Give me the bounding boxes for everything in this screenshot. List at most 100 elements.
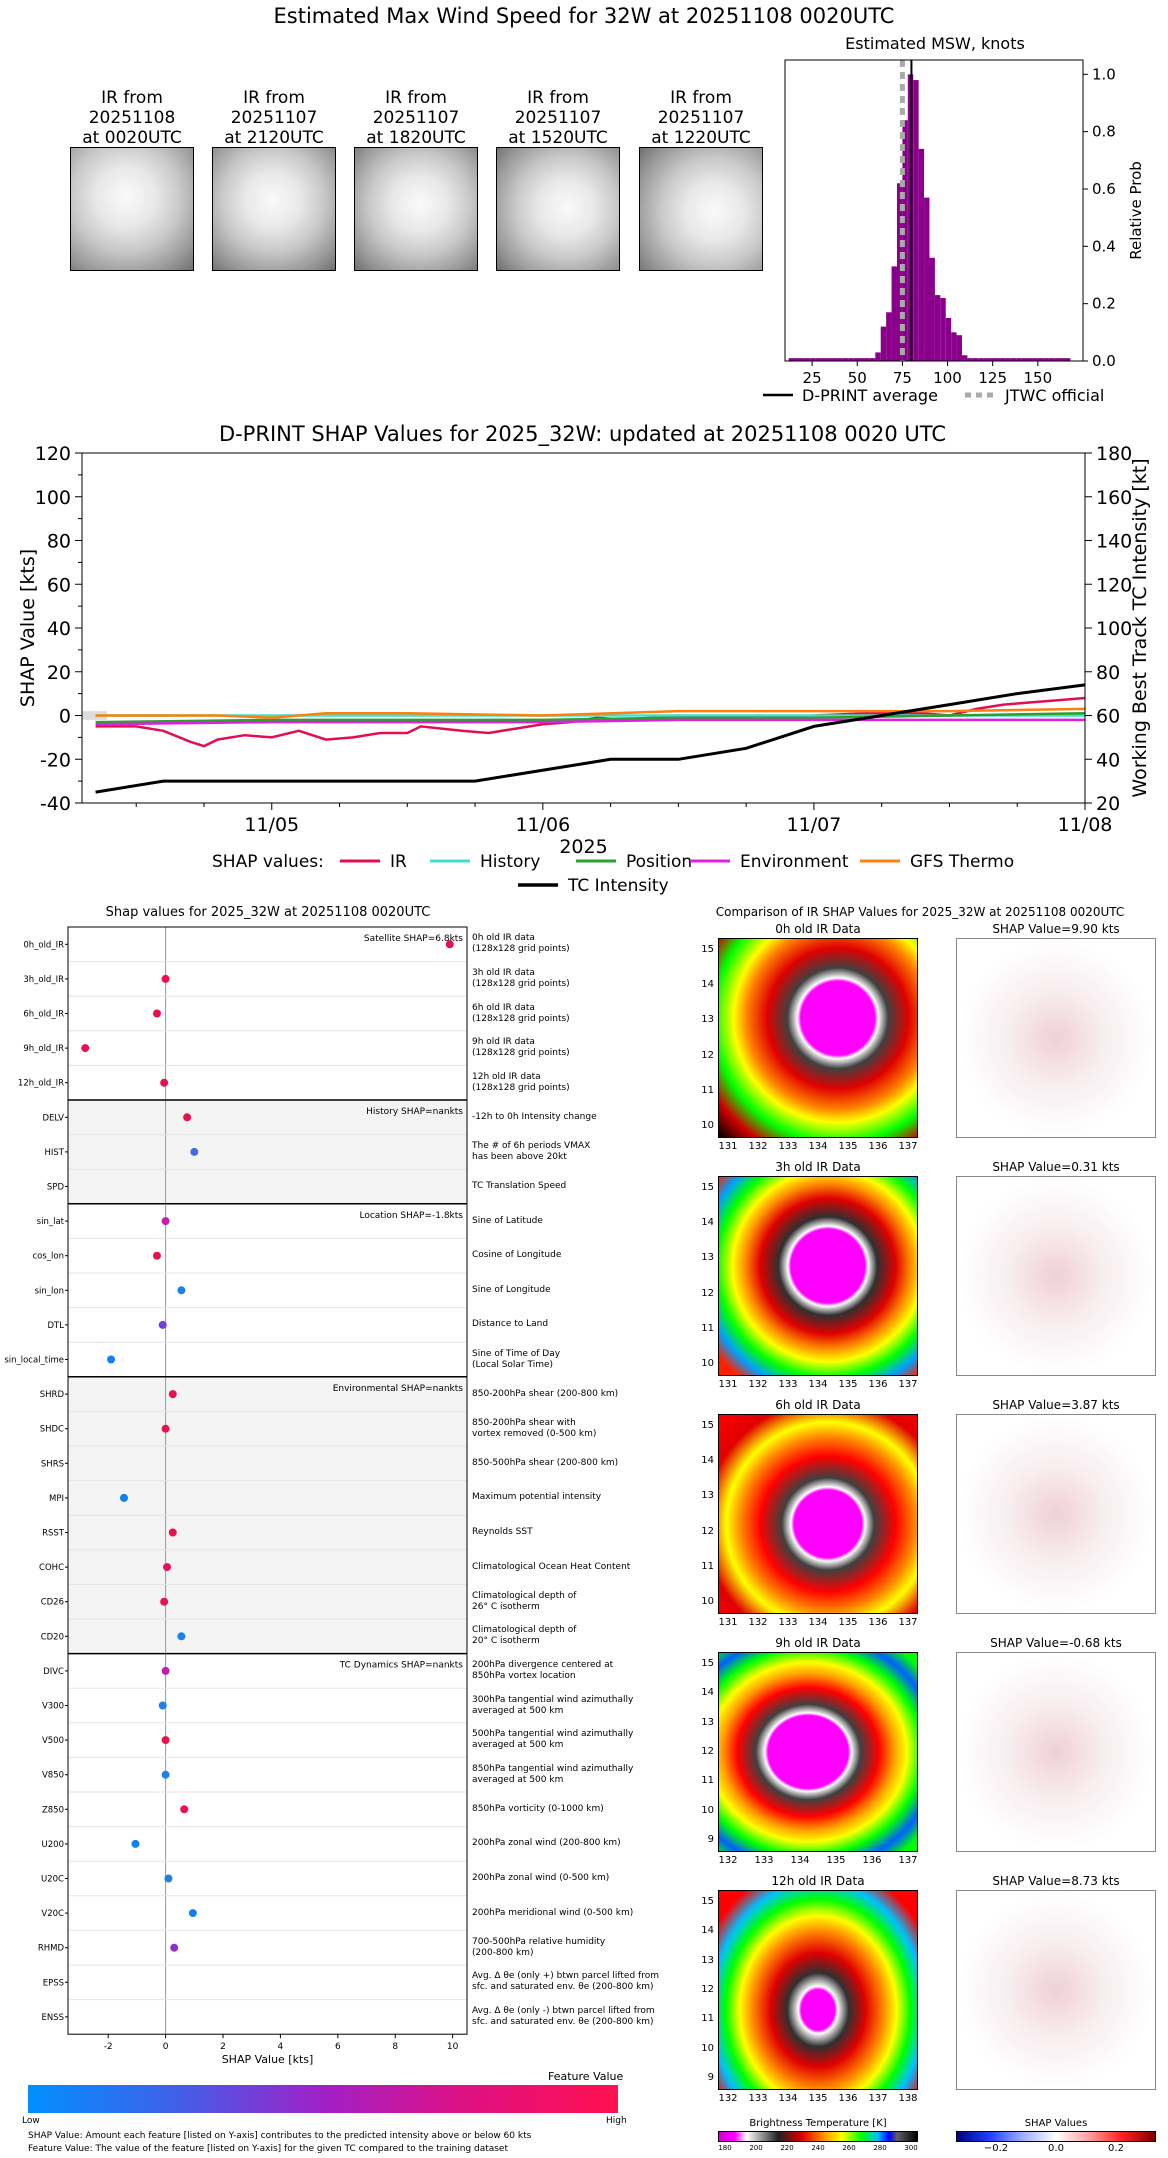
ir-y-tick-label: 15 [701,1182,714,1193]
histogram-bar [821,358,827,361]
histogram-bar [945,318,952,361]
ir-x-tick-label: 137 [898,1379,918,1390]
histogram-bar [972,358,979,361]
histogram-bar [978,358,984,361]
ir-y-tick-label: 12 [701,1287,714,1299]
feature-description: 850hPa vorticity (0-1000 km) [472,1803,604,1814]
y-tick-label: 0.8 [1092,123,1116,141]
ir-thumbnail-title: IR from 20251108 at 0020UTC [82,88,182,148]
feature-description: 200hPa zonal wind (200-800 km) [472,1838,621,1849]
histogram-bar [951,332,957,361]
ir-y-tick-label: 11 [701,1322,714,1334]
group-label: Satellite SHAP=6.8kts [364,934,463,944]
feature-name-label: V500 [42,1736,64,1746]
feature-name-label: SHRD [40,1390,65,1400]
feature-shap-chart: 0h_old_IR 3h_old_IR 6h_old_IR 9h_old_IR 12h_… [4,926,468,2066]
shap-timeseries-chart: -40 -20 0 20 40 60 80 100 120 20 40 60 80 100 120 140 16… [17,445,1151,896]
y-tick-label: 60 [47,574,71,596]
shap-panel-image [956,1414,1156,1614]
y-tick-label: 40 [47,618,71,640]
histogram-bar [891,266,897,361]
histogram-bar [1064,358,1071,361]
feature-chart-frame [67,926,468,2035]
colorbar-high-label: High [606,2116,627,2126]
histogram-bar [989,358,995,361]
y2-tick-label: 40 [1096,749,1120,771]
y-tick-label: 0.6 [1092,180,1116,198]
ir-y-tick-label: 11 [701,1775,714,1787]
feature-dot [163,1563,172,1572]
bt-colorbar-tick: 240 [811,2144,825,2152]
feature-description: TC Translation Speed [472,1181,567,1191]
y-tick-label: 0.0 [1092,352,1116,370]
histogram-bar [983,358,990,361]
y2-tick-label: 160 [1096,487,1132,509]
x-tick-label: 150 [1024,369,1053,387]
ir-panel-title: 3h old IR Data [775,1160,861,1174]
feature-name-label: sin_local_time [4,1356,64,1366]
y-tick-label: 0.2 [1092,295,1116,313]
feature-name-label: V20C [41,1909,64,1919]
histogram-bar [913,80,919,362]
x-tick-label: 2 [220,2042,226,2052]
timeseries-title: D-PRINT SHAP Values for 2025_32W: update… [218,422,947,446]
feature-description: 850-200hPa shear with vortex removed (0-5… [472,1417,597,1439]
zero-band [82,711,107,720]
ir-x-tick-label: 137 [868,2093,888,2104]
ir-x-tick-label: 135 [826,1855,846,1866]
histogram-bar [804,358,811,361]
x-tick-label: 75 [893,369,912,387]
feature-name-label: DELV [42,1113,64,1123]
feature-name-label: Z850 [42,1805,64,1815]
ir-panel-title: 9h old IR Data [775,1636,861,1650]
ir-x-tick-label: 137 [898,1141,918,1152]
ir-y-tick-label: 13 [701,1014,714,1026]
shap-colorbar-tick: 0.2 [1108,2143,1124,2154]
feature-name-label: SPD [47,1183,65,1193]
histogram-bar [999,358,1006,361]
ir-y-tick-label: 9 [707,1834,714,1845]
shap-panel-image [956,1652,1156,1852]
histogram-bar [1021,358,1028,361]
y2-tick-label: 120 [1096,574,1132,596]
main-title: Estimated Max Wind Speed for 32W at 2025… [273,4,895,28]
histogram-bar [848,358,854,361]
legend-label-ir: IR [390,852,407,872]
ir-x-tick-label: 133 [778,1379,798,1390]
y2-tick-label: 140 [1096,531,1132,553]
feature-dot [161,974,170,983]
ir-thumbnail-title: IR from 20251107 at 2120UTC [224,88,324,148]
ir-x-tick-label: 131 [718,1617,738,1628]
feature-name-label: 3h_old_IR [23,975,64,985]
histogram-bar [1005,358,1011,361]
ir-thumbnail-image [639,147,763,271]
ir-thumbnail-title: IR from 20251107 at 1820UTC [366,88,466,148]
histogram-bar [794,358,800,361]
feature-dot [158,1701,167,1710]
y-tick-label: 0 [59,706,71,728]
ir-x-tick-label: 134 [808,1379,828,1390]
feature-dot [160,1597,169,1606]
histogram-bar [961,355,968,361]
feature-dot [170,1943,179,1952]
histogram-bar [880,326,887,361]
ir-y-tick-label: 15 [701,1896,714,1907]
feature-name-label: V300 [42,1702,64,1712]
feature-description: Sine of Latitude [472,1215,543,1226]
feature-description: Climatological Ocean Heat Content [472,1561,631,1572]
comparison-title: Comparison of IR SHAP Values for 2025_32… [715,905,1125,919]
ir-x-tick-label: 133 [778,1617,798,1628]
histogram-bar [1032,358,1038,361]
feature-dot [152,1251,161,1260]
ir-thumbnail-image [212,147,336,271]
ir-x-tick-label: 136 [868,1379,888,1390]
feature-name-label: sin_lat [37,1217,65,1227]
legend-jtwc-label: JTWC official [1004,386,1104,405]
ir-thumbnail-title: IR from 20251107 at 1220UTC [651,88,751,148]
y2-tick-label: 180 [1096,445,1132,465]
ir-x-tick-label: 132 [718,1855,738,1866]
y2-tick-label: 20 [1096,793,1120,815]
y-tick-label: 1.0 [1092,65,1116,83]
bt-colorbar-tick: 300 [904,2144,918,2152]
series-line-gfs-thermo [95,707,1086,719]
